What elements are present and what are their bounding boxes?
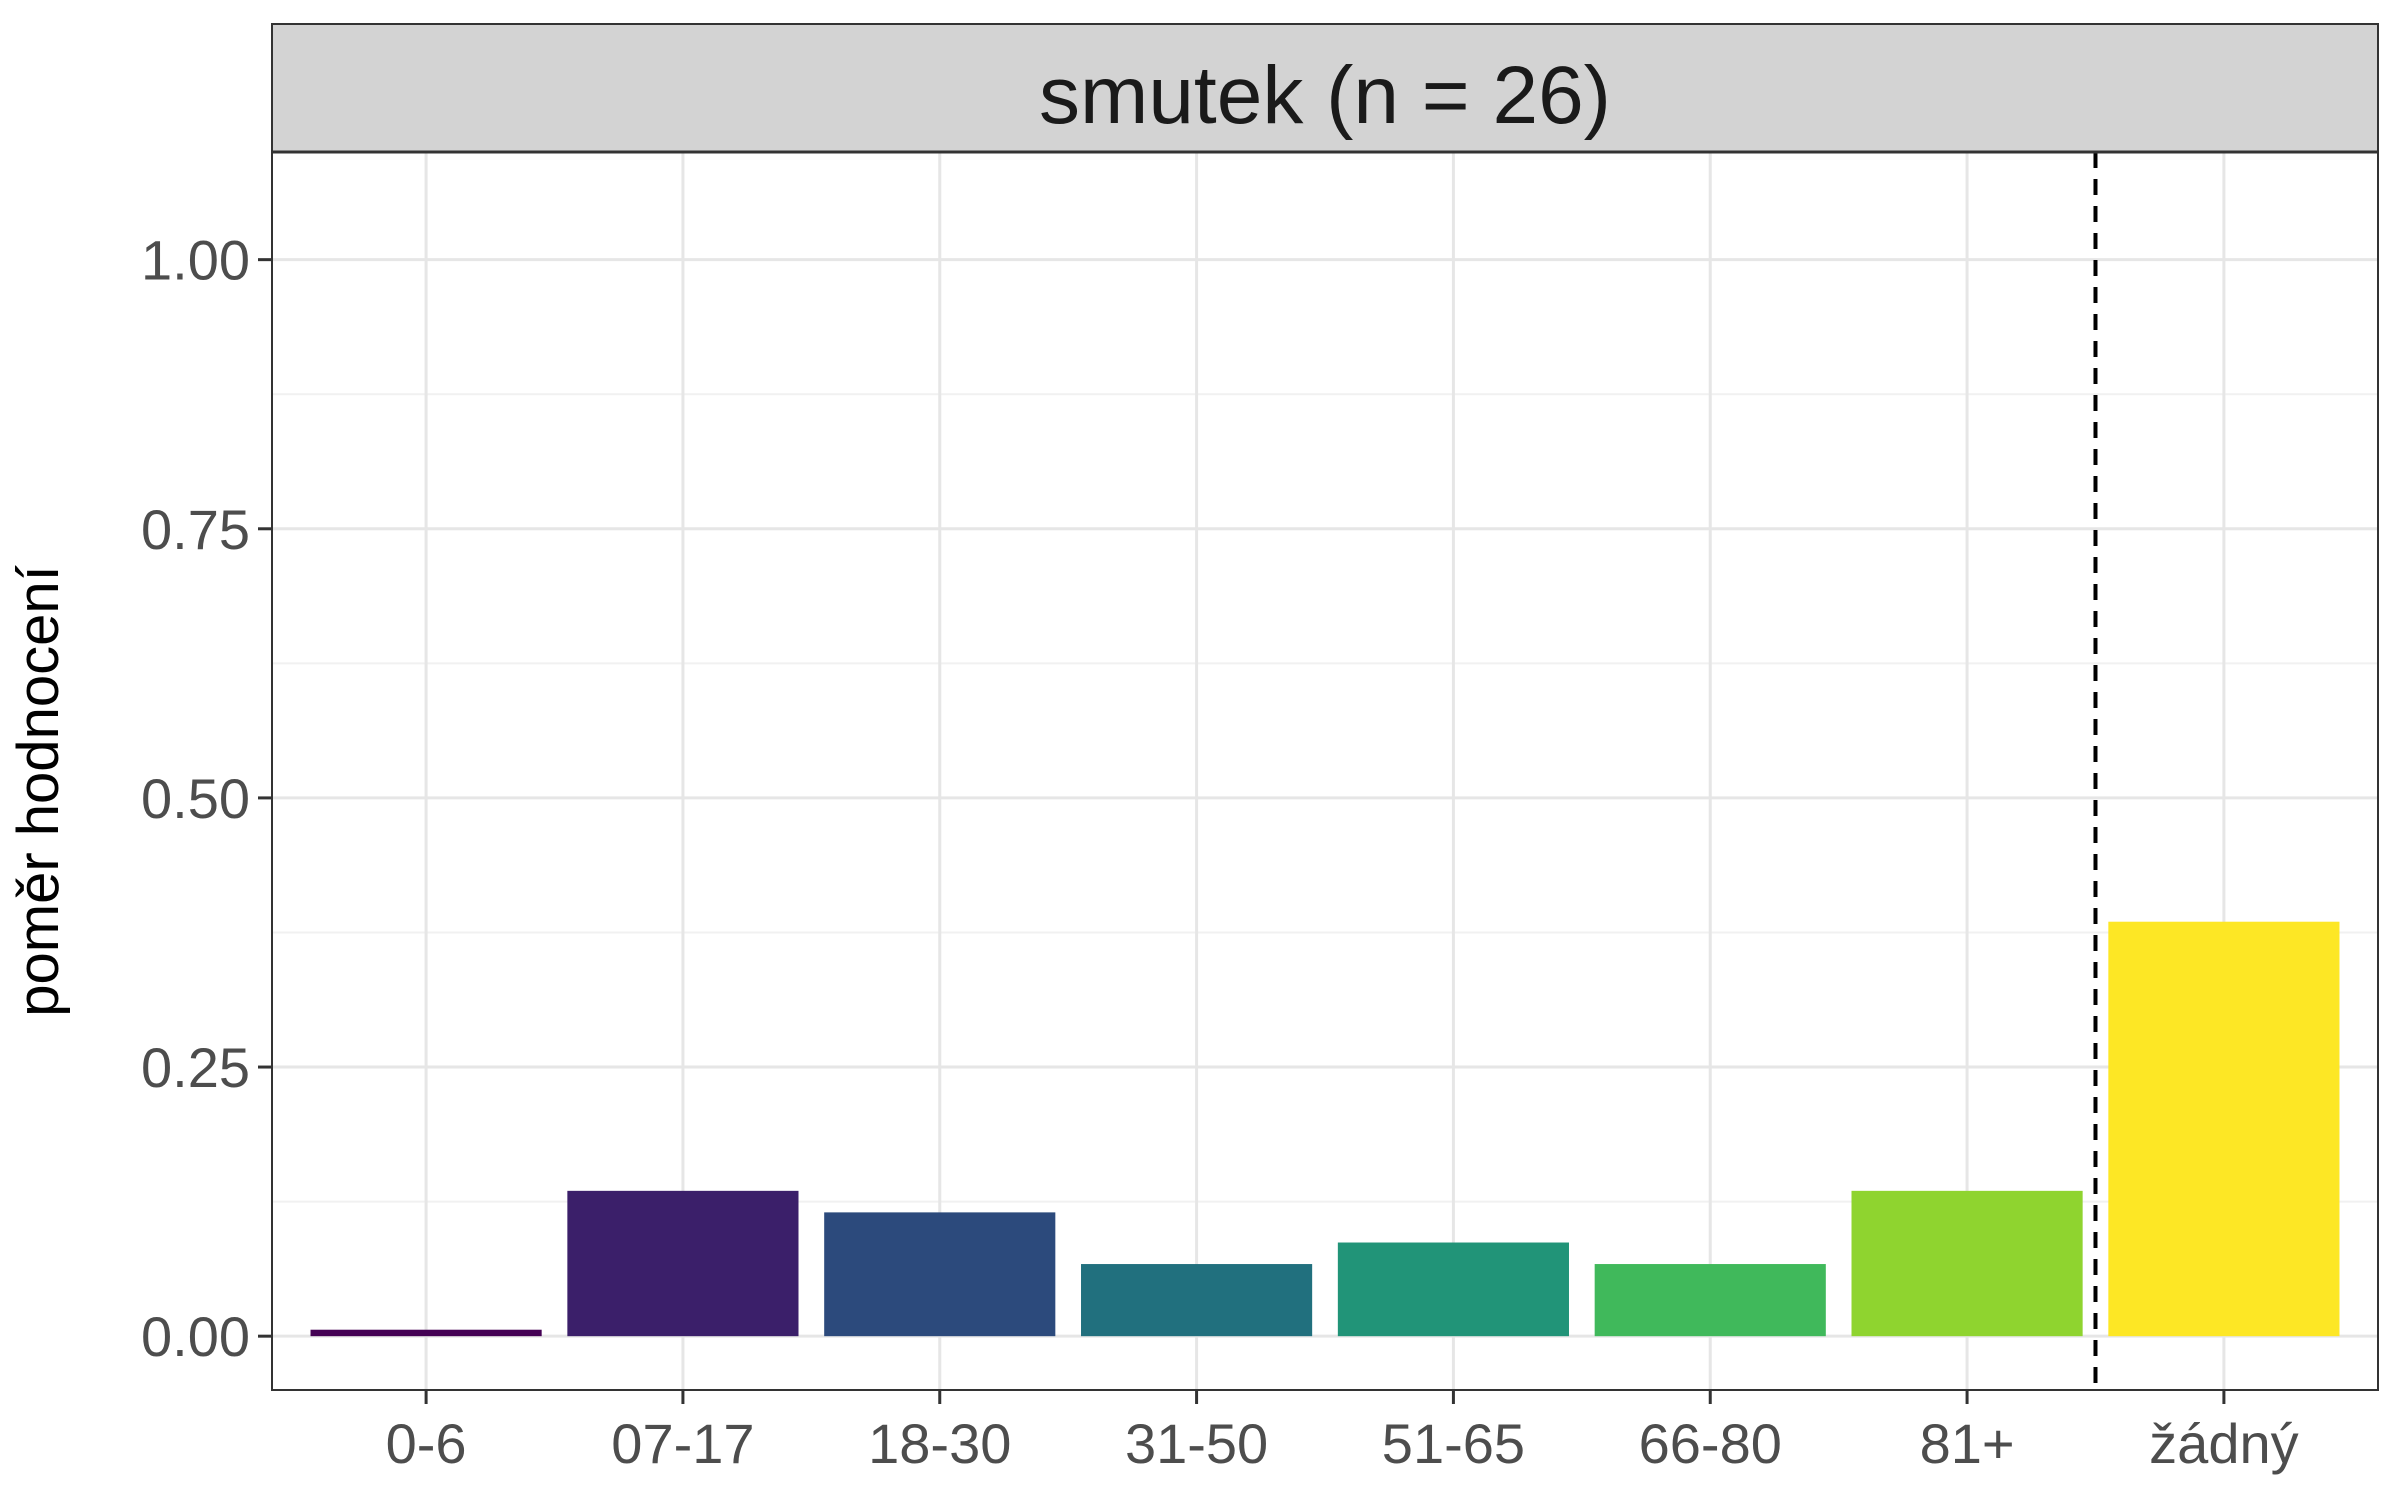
y-tick-label: 0.75 xyxy=(141,498,250,561)
y-tick-label: 0.50 xyxy=(141,767,250,830)
facet-strip xyxy=(272,24,2378,152)
bar-07-17 xyxy=(567,1190,799,1337)
x-tick-label: 18-30 xyxy=(868,1412,1011,1475)
x-tick-label: 51-65 xyxy=(1382,1412,1525,1475)
x-tick-label: 81+ xyxy=(1920,1412,2015,1475)
chart-title: smutek (n = 26) xyxy=(1039,50,1611,141)
x-tick-label: 66-80 xyxy=(1639,1412,1782,1475)
axes: 0.00 0.25 0.50 0.75 1.00 0-6 07-17 18-30 31-50 51… xyxy=(141,229,2299,1475)
x-tick-label: 31-50 xyxy=(1125,1412,1268,1475)
y-axis-title: poměr hodnocení xyxy=(6,565,71,1016)
y-tick-label: 0.25 xyxy=(141,1036,250,1099)
y-tick-label: 1.00 xyxy=(141,229,250,292)
x-tick-label: 07-17 xyxy=(611,1412,754,1475)
bar-81+ xyxy=(1851,1190,2083,1337)
bar-18-30 xyxy=(824,1212,1056,1337)
bars xyxy=(310,921,2340,1337)
bar-66-80 xyxy=(1594,1264,1826,1337)
bar-žádný xyxy=(2108,921,2340,1337)
strip-border xyxy=(271,23,2379,153)
bar-0-6 xyxy=(310,1329,542,1337)
x-tick-label: 0-6 xyxy=(386,1412,467,1475)
bar-51-65 xyxy=(1337,1242,1569,1337)
y-tick-label: 0.00 xyxy=(141,1305,250,1368)
x-tick-label: žádný xyxy=(2149,1412,2298,1475)
bar-31-50 xyxy=(1081,1264,1313,1337)
